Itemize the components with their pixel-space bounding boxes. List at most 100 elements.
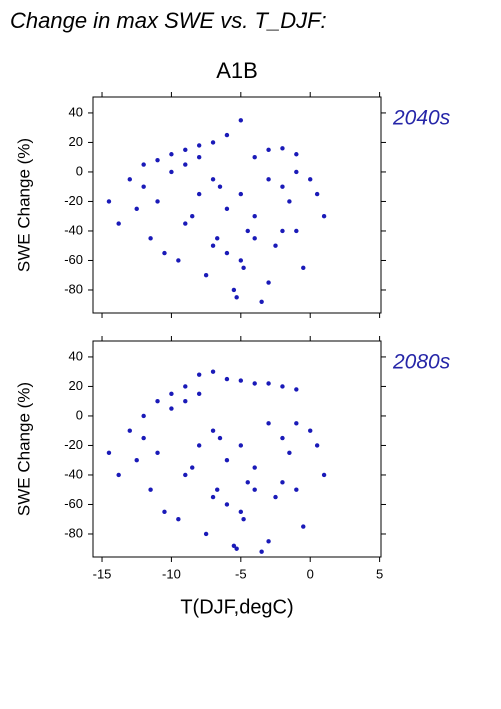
point — [203, 531, 209, 537]
y-tick-label: -80 — [64, 281, 83, 296]
point — [134, 458, 139, 463]
y-axis-label: SWE Change (%) — [14, 138, 33, 272]
panel-label: 2080s — [392, 351, 451, 374]
point — [287, 199, 292, 204]
y-tick-label: 0 — [76, 163, 83, 178]
plot-frame — [92, 340, 382, 558]
point — [266, 280, 271, 285]
point — [183, 147, 188, 153]
plot-frame — [92, 96, 382, 314]
point — [241, 517, 246, 522]
point — [252, 154, 257, 160]
page-title: Change in max SWE vs. T_DJF: — [10, 8, 327, 33]
x-tick-label: -5 — [235, 566, 247, 581]
point — [210, 177, 216, 182]
point — [266, 539, 271, 544]
point — [224, 502, 230, 507]
point — [169, 391, 174, 397]
point — [148, 487, 153, 492]
point — [217, 184, 223, 189]
point — [215, 236, 220, 241]
point — [183, 221, 188, 226]
point — [266, 177, 271, 182]
point — [217, 435, 223, 441]
point — [321, 472, 327, 478]
point — [301, 265, 306, 271]
x-tick-label: 0 — [307, 566, 314, 581]
point — [245, 480, 250, 485]
y-axis-label: SWE Change (%) — [14, 382, 33, 516]
point — [176, 517, 181, 522]
point — [183, 162, 188, 167]
y-tick-label: -60 — [64, 252, 83, 267]
y-tick-label: -40 — [64, 222, 83, 237]
point — [141, 162, 146, 167]
y-tick-label: 20 — [69, 134, 83, 149]
y-tick-label: 20 — [69, 378, 83, 393]
y-tick-label: 40 — [69, 104, 83, 119]
point — [169, 169, 174, 175]
point — [183, 384, 188, 389]
point — [141, 435, 146, 441]
point — [314, 191, 320, 197]
point — [234, 546, 239, 551]
panel-label: 2040s — [392, 107, 451, 130]
y-tick-label: -40 — [64, 466, 83, 481]
point — [215, 487, 220, 492]
point — [238, 118, 244, 123]
point — [238, 378, 244, 383]
point — [134, 206, 139, 212]
point — [308, 177, 313, 182]
point — [116, 472, 121, 478]
point — [155, 157, 160, 163]
point — [280, 146, 285, 151]
point — [238, 509, 244, 515]
y-tick-label: 40 — [69, 348, 83, 363]
point — [210, 369, 216, 374]
point — [190, 214, 195, 219]
point — [252, 214, 257, 219]
point — [224, 458, 230, 463]
point — [321, 214, 327, 219]
y-tick-label: 0 — [76, 407, 83, 422]
point — [252, 487, 257, 492]
point — [155, 450, 160, 456]
y-tick-label: -20 — [64, 437, 83, 452]
point — [106, 199, 112, 204]
point — [266, 147, 271, 153]
point — [273, 243, 278, 248]
point — [196, 443, 202, 448]
point — [127, 428, 132, 433]
point — [224, 376, 230, 382]
point — [273, 494, 278, 500]
point — [266, 381, 271, 386]
point — [294, 169, 299, 175]
point — [162, 250, 167, 256]
point — [127, 177, 132, 182]
point — [238, 258, 244, 263]
point — [155, 199, 160, 204]
point — [252, 381, 257, 386]
point — [148, 236, 153, 241]
point — [294, 487, 299, 492]
point — [183, 472, 188, 478]
point — [259, 299, 264, 304]
point — [231, 287, 237, 293]
point — [252, 236, 257, 241]
point — [224, 206, 230, 212]
point — [294, 387, 299, 392]
point — [196, 191, 202, 197]
point — [294, 228, 299, 234]
point — [280, 435, 285, 441]
point — [190, 465, 195, 470]
point — [231, 543, 237, 548]
point — [210, 140, 216, 145]
point — [176, 258, 181, 263]
point — [280, 228, 285, 234]
point — [287, 450, 292, 456]
point — [294, 421, 299, 426]
point — [155, 398, 160, 404]
point — [259, 549, 264, 554]
